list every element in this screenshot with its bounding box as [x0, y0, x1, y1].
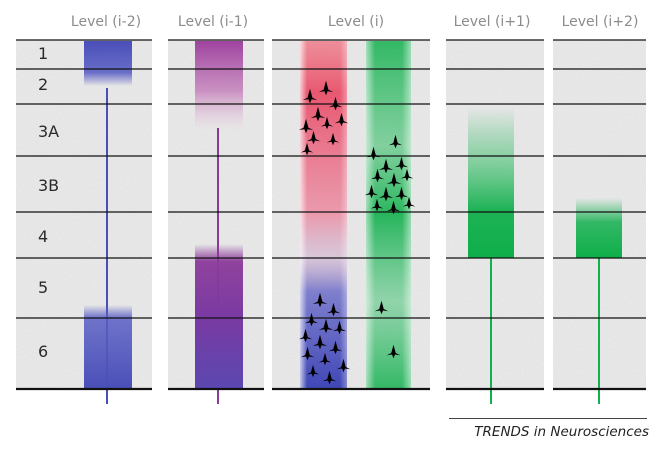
- projection-band-green-i-plus-2: [576, 198, 622, 258]
- layer-label-3b: 3B: [38, 176, 60, 195]
- projection-band-green-i-plus-1: [468, 108, 514, 258]
- column-title-i: Level (i): [327, 14, 385, 30]
- projection-band-blue-deep: [84, 305, 132, 389]
- column-title-i-plus-2: Level (i+2): [561, 14, 639, 30]
- layer-label-1: 1: [38, 44, 49, 63]
- panel-level-i-plus-1: [446, 40, 544, 390]
- layer-label-5: 5: [38, 278, 49, 297]
- column-title-i-minus-1: Level (i-1): [177, 14, 249, 30]
- column-title-i-plus-1: Level (i+1): [453, 14, 531, 30]
- footer-rule: [449, 418, 647, 419]
- layer-boundaries: [16, 39, 646, 319]
- projection-band-purple-deep: [195, 244, 243, 389]
- projection-band-pink-superficial: [195, 41, 243, 131]
- layer-label-3a: 3A: [38, 122, 60, 141]
- layer-label-6: 6: [38, 342, 49, 361]
- layer-label-2: 2: [38, 75, 49, 94]
- column-title-i-minus-2: Level (i-2): [70, 14, 142, 30]
- projection-band-blue-superficial: [84, 41, 132, 86]
- journal-credit: TRENDS in Neurosciences: [474, 424, 649, 440]
- projection-band-green-level-i: [366, 41, 411, 389]
- layer-label-4: 4: [38, 227, 49, 246]
